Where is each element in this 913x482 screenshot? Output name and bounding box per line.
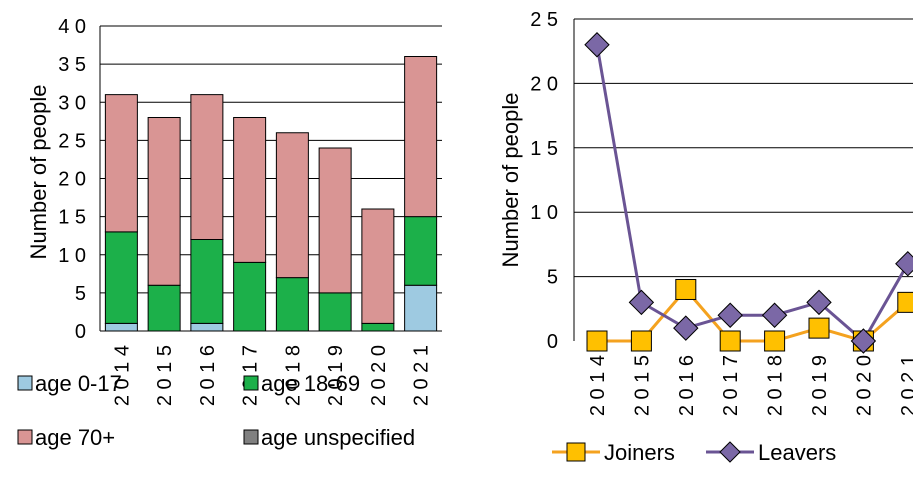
right-x-tick-label: 2 0 1 6 (676, 355, 698, 416)
right-y-tick-label: 1 5 (530, 138, 558, 160)
left-x-tick-label: 2 0 1 4 (111, 345, 133, 406)
bar-segment-2014-s2 (104, 94, 138, 233)
age-stacked-bar-chart: 0 5 1 0 1 5 2 0 2 5 3 0 3 5 4 0 2 0 1 4 2 0 1 5 2 … (17, 16, 442, 450)
bar-segment-2019-s1 (318, 292, 352, 332)
bar-segment-2014-s0 (104, 322, 138, 332)
bar-segment-2015-s2 (147, 117, 181, 286)
legend-label: age 70+ (35, 425, 115, 450)
bar-segment-2018-s1 (275, 277, 309, 332)
joiners-marker-2018 (764, 330, 786, 352)
bar-segment-2019-s2 (318, 147, 352, 294)
left-x-tick-label: 2 0 2 0 (368, 345, 390, 406)
bar-segment-2014-s1 (104, 231, 138, 324)
legend-swatch-2 (17, 429, 33, 445)
legend-label: age unspecified (261, 425, 415, 450)
left-y-tick-label: 1 0 (58, 245, 86, 267)
bar-segment-2015-s1 (147, 284, 181, 332)
right-series-lines (584, 32, 913, 354)
joiners-marker-2016 (675, 278, 697, 300)
bar-segment-2016-s1 (190, 239, 224, 324)
left-y-axis-title: Number of people (26, 85, 51, 260)
legend-marker-joiners (566, 442, 586, 462)
right-x-tick-label: 2 0 1 9 (809, 355, 831, 416)
leavers-marker-2015 (628, 289, 655, 316)
left-y-tick-labels: 0 5 1 0 1 5 2 0 2 5 3 0 3 5 4 0 (58, 16, 86, 343)
right-y-axis-title: Number of people (498, 93, 523, 268)
left-x-tick-label: 2 0 1 8 (282, 345, 304, 406)
left-bars (104, 56, 438, 332)
left-x-tick-label: 2 0 1 5 (154, 345, 176, 406)
left-y-tick-label: 3 0 (58, 92, 86, 114)
right-y-tick-label: 1 0 (530, 202, 558, 224)
right-x-tick-label: 2 0 1 8 (765, 355, 787, 416)
right-x-tick-label: 2 0 2 0 (853, 355, 875, 416)
legend-label: age 0-17 (35, 371, 122, 396)
leavers-marker-2020 (850, 328, 877, 354)
left-legend: age 0-17 age 18-69 age 70+ age unspecified (17, 371, 415, 450)
bar-segment-2017-s1 (233, 261, 267, 332)
right-legend: Joiners Leavers (552, 440, 836, 465)
joiners-marker-2014 (586, 330, 608, 352)
leavers-marker-2014 (584, 32, 610, 58)
right-y-tick-label: 5 (547, 267, 558, 289)
bar-segment-2018-s2 (275, 132, 309, 279)
right-y-tick-label: 2 5 (530, 9, 558, 31)
leavers-marker-2017 (717, 302, 743, 328)
right-x-tick-labels: 2 0 1 4 2 0 1 5 2 0 1 6 2 0 1 7 2 0 1 8 2 0 1… (587, 355, 913, 416)
left-x-tick-labels: 2 0 1 42 0 1 52 0 1 62 0 1 72 0 1 82 0 1… (111, 345, 432, 406)
right-y-tick-labels: 0 5 1 0 1 5 2 0 2 5 (530, 9, 558, 353)
left-y-tick-label: 3 5 (58, 54, 86, 76)
legend-swatch-3 (243, 429, 259, 445)
joiners-marker-2017 (719, 330, 741, 352)
right-x-tick-label: 2 0 2 1 (898, 355, 913, 416)
right-x-tick-label: 2 0 1 4 (587, 355, 609, 416)
legend-swatch-0 (17, 375, 33, 391)
left-x-tick-label: 2 0 2 1 (411, 345, 433, 406)
bar-segment-2021-s2 (404, 56, 438, 218)
leavers-marker-2019 (806, 289, 832, 316)
left-y-tick-label: 4 0 (58, 16, 86, 38)
left-x-tick-label: 2 0 1 6 (197, 345, 219, 406)
right-x-tick-label: 2 0 1 5 (631, 355, 653, 416)
right-gridlines (573, 18, 913, 341)
bar-segment-2020-s2 (361, 208, 395, 324)
right-y-tick-label: 0 (547, 331, 558, 353)
legend-label: Leavers (758, 440, 836, 465)
left-y-tick-label: 0 (75, 321, 86, 343)
legend-label: age 18-69 (261, 371, 360, 396)
joiners-marker-2015 (630, 330, 652, 352)
left-y-tick-label: 1 5 (58, 207, 86, 229)
legend-marker-leavers (719, 441, 741, 463)
bar-segment-2016-s0 (190, 322, 224, 332)
left-y-tick-label: 5 (75, 283, 86, 305)
bar-segment-2020-s1 (361, 322, 395, 332)
legend-swatch-1 (243, 375, 259, 391)
leavers-marker-2016 (673, 315, 699, 341)
bar-segment-2021-s0 (404, 284, 438, 332)
leavers-marker-2018 (761, 302, 788, 328)
bar-segment-2021-s1 (404, 216, 438, 286)
joiners-marker-2019 (808, 317, 830, 339)
left-y-tick-label: 2 0 (58, 169, 86, 191)
right-y-tick-label: 2 0 (530, 73, 558, 95)
joiners-marker-2021 (897, 291, 913, 313)
leavers-marker-2021 (895, 251, 913, 277)
right-x-tick-label: 2 0 1 7 (720, 355, 742, 416)
legend-label: Joiners (604, 440, 675, 465)
bar-segment-2016-s2 (190, 94, 224, 240)
bar-segment-2017-s2 (233, 117, 267, 263)
left-x-tick-label: 2 0 1 9 (325, 345, 347, 406)
left-y-tick-label: 2 5 (58, 130, 86, 152)
